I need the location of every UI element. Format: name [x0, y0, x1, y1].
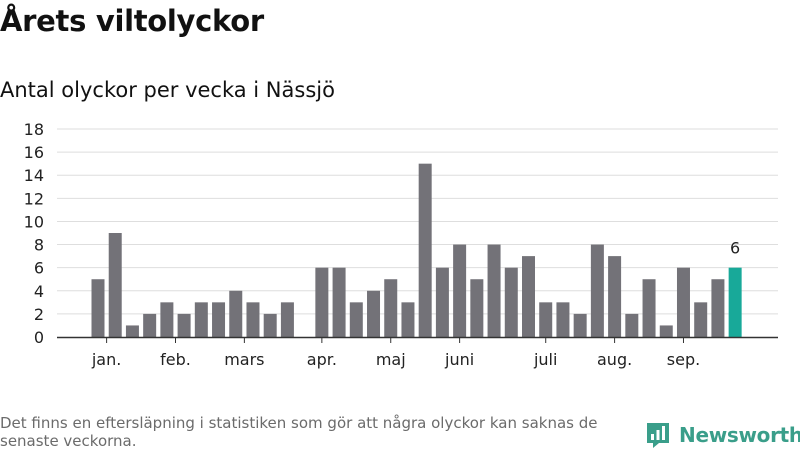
bar	[539, 302, 553, 337]
bar	[91, 279, 105, 337]
x-tick-label: aug.	[597, 350, 632, 369]
y-tick-label: 10	[24, 212, 44, 231]
x-tick-label: mars	[224, 350, 264, 369]
y-tick-label: 18	[24, 120, 44, 139]
bar	[625, 313, 639, 337]
bar	[263, 313, 277, 337]
bar	[367, 290, 381, 337]
y-tick-label: 8	[34, 236, 44, 255]
bar	[453, 244, 467, 337]
bar	[160, 302, 174, 337]
x-tick-label: juli	[533, 350, 557, 369]
bar	[435, 267, 449, 337]
y-tick-label: 6	[34, 259, 44, 278]
y-tick-label: 4	[34, 282, 44, 301]
bar	[280, 302, 294, 337]
x-tick-label: juni	[444, 350, 474, 369]
bar	[349, 302, 363, 337]
bar	[246, 302, 260, 337]
bar	[143, 313, 157, 337]
bar	[694, 302, 708, 337]
bar	[590, 244, 604, 337]
bar	[711, 279, 725, 337]
brand-name: Newsworthy	[679, 423, 800, 447]
x-tick-label: apr.	[307, 350, 337, 369]
bar	[487, 244, 501, 337]
bar	[108, 233, 122, 337]
y-tick-label: 14	[24, 166, 44, 185]
bar	[504, 267, 518, 337]
bar	[332, 267, 346, 337]
y-tick-label: 2	[34, 305, 44, 324]
bar	[642, 279, 656, 337]
bar	[229, 290, 243, 337]
bar	[418, 163, 432, 337]
brand: Newsworthy	[645, 420, 800, 450]
bar	[212, 302, 226, 337]
y-tick-label: 12	[24, 189, 44, 208]
x-tick-label: feb.	[160, 350, 191, 369]
bar	[608, 256, 622, 337]
bar	[401, 302, 415, 337]
chart-title: Årets viltolyckor	[0, 4, 264, 38]
newsworthy-logo-icon	[647, 423, 669, 448]
bar	[676, 267, 690, 337]
bar	[177, 313, 191, 337]
x-tick-label: maj	[376, 350, 406, 369]
bar	[384, 279, 398, 337]
bar	[556, 302, 570, 337]
bar	[194, 302, 208, 337]
data-label: 6	[730, 239, 740, 258]
bar	[470, 279, 484, 337]
chart-subtitle: Antal olyckor per vecka i Nässjö	[0, 78, 335, 102]
bar	[573, 313, 587, 337]
bar	[315, 267, 329, 337]
bar-chart: 0 2 4 6 8 10 12 14 16 18 6 jan. feb. mars apr. maj juni j…	[24, 120, 778, 369]
x-tick-label: sep.	[667, 350, 700, 369]
bar	[125, 325, 139, 337]
bar	[522, 256, 535, 337]
y-tick-label: 16	[24, 143, 44, 162]
x-tick-label: jan.	[91, 350, 121, 369]
y-tick-label: 0	[34, 328, 44, 347]
footnote: Det finns en eftersläpning i statistiken…	[0, 414, 598, 450]
highlight-bar	[728, 267, 742, 337]
bar	[659, 325, 673, 337]
